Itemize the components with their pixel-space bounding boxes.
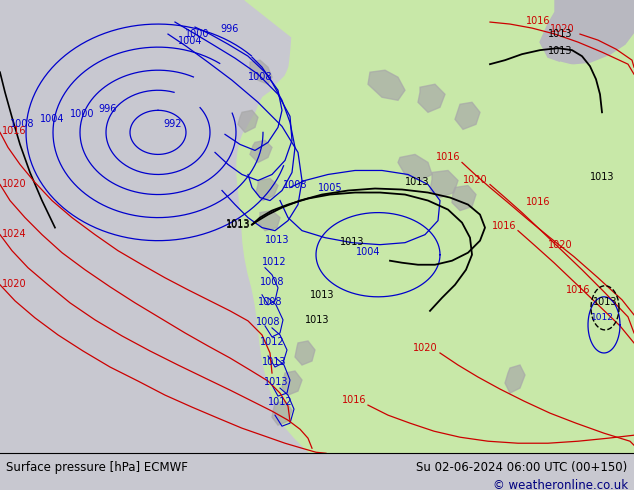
Text: 1020: 1020	[550, 24, 575, 34]
Text: 1004: 1004	[356, 246, 380, 257]
Text: 1013: 1013	[226, 219, 250, 229]
Text: 1013: 1013	[262, 357, 287, 367]
Text: 1008: 1008	[258, 297, 283, 307]
Text: 992: 992	[163, 120, 181, 129]
Text: 1020: 1020	[463, 174, 488, 185]
Text: 996: 996	[220, 24, 238, 34]
Text: 1013: 1013	[264, 377, 288, 387]
Text: 1000: 1000	[185, 29, 209, 39]
Text: Surface pressure [hPa] ECMWF: Surface pressure [hPa] ECMWF	[6, 461, 188, 474]
Text: 1008: 1008	[260, 277, 285, 287]
Polygon shape	[430, 171, 458, 197]
Text: 1013: 1013	[310, 290, 335, 300]
Text: 1020: 1020	[2, 279, 27, 289]
Text: 1013: 1013	[226, 220, 250, 230]
Text: 1012: 1012	[262, 257, 287, 267]
Polygon shape	[310, 0, 560, 56]
Text: 1020: 1020	[413, 343, 438, 353]
Text: 1016: 1016	[2, 126, 27, 136]
Text: 1012: 1012	[590, 313, 614, 322]
Polygon shape	[295, 341, 315, 365]
Polygon shape	[238, 110, 258, 132]
Polygon shape	[452, 186, 476, 211]
Text: © weatheronline.co.uk: © weatheronline.co.uk	[493, 479, 628, 490]
Polygon shape	[505, 365, 525, 393]
Text: 1016: 1016	[436, 152, 460, 163]
Text: 1016: 1016	[342, 395, 366, 405]
Text: 1013: 1013	[405, 176, 429, 187]
Polygon shape	[398, 154, 432, 180]
Polygon shape	[250, 141, 272, 163]
Polygon shape	[282, 371, 302, 395]
Text: 1020: 1020	[2, 178, 27, 189]
Text: 1013: 1013	[340, 237, 365, 246]
Polygon shape	[272, 401, 292, 425]
Polygon shape	[256, 178, 278, 200]
Text: 1008: 1008	[10, 120, 34, 129]
Polygon shape	[368, 70, 405, 100]
Text: 1004: 1004	[178, 36, 202, 46]
Text: 1008: 1008	[283, 179, 307, 190]
Text: 1016: 1016	[566, 285, 590, 295]
Text: 1020: 1020	[548, 240, 573, 250]
Text: 1013: 1013	[305, 315, 330, 325]
Text: 1013: 1013	[593, 297, 618, 307]
Text: 1013: 1013	[265, 235, 290, 245]
Text: 1008: 1008	[256, 317, 280, 327]
Text: 1016: 1016	[526, 196, 550, 207]
Polygon shape	[237, 0, 634, 453]
Text: 1012: 1012	[268, 397, 293, 407]
Text: 1004: 1004	[40, 114, 65, 124]
Text: 1000: 1000	[70, 109, 94, 120]
Polygon shape	[560, 62, 634, 154]
Polygon shape	[418, 84, 445, 112]
Polygon shape	[258, 211, 280, 231]
Text: 1016: 1016	[491, 220, 516, 231]
Text: Su 02-06-2024 06:00 UTC (00+150): Su 02-06-2024 06:00 UTC (00+150)	[417, 461, 628, 474]
Polygon shape	[455, 102, 480, 129]
Text: 1013: 1013	[548, 29, 573, 39]
Text: 1024: 1024	[2, 229, 27, 239]
Text: 1013: 1013	[590, 172, 614, 182]
Text: 1005: 1005	[318, 183, 342, 193]
Text: 1016: 1016	[526, 16, 550, 26]
Polygon shape	[540, 0, 634, 64]
Polygon shape	[250, 60, 272, 84]
Text: 996: 996	[98, 104, 117, 114]
Text: 1008: 1008	[248, 72, 273, 82]
Text: 1013: 1013	[548, 46, 573, 56]
Text: 1012: 1012	[260, 337, 285, 347]
